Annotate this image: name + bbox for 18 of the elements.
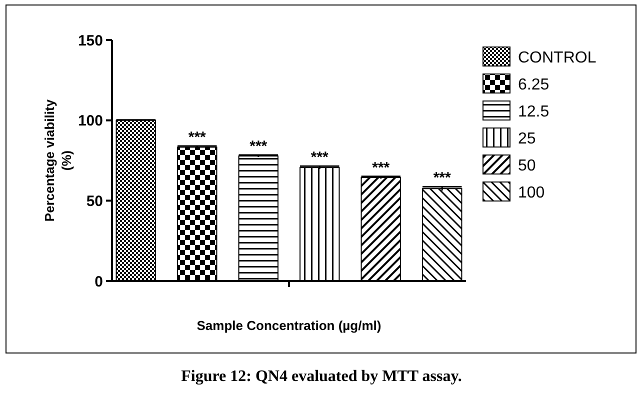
legend-label: 50 (518, 158, 536, 175)
legend-label: 100 (518, 184, 545, 202)
y-axis-title: Percentage viability (%) (42, 98, 74, 222)
data-label: *** (310, 149, 329, 166)
x-axis-title: Sample Concentration (µg/ml) (196, 318, 382, 333)
data-label: *** (250, 138, 268, 156)
legend-label: 12.5 (518, 104, 550, 121)
y-tick-label: 50 (86, 192, 103, 210)
y-tick-label: 100 (78, 112, 103, 130)
data-label: *** (188, 129, 206, 146)
data-label: *** (372, 159, 390, 176)
data-label: *** (433, 170, 452, 187)
y-tick-label: 150 (78, 32, 103, 50)
legend-label: CONTROL (518, 50, 596, 67)
caption: Figure 12: QN4 evaluated by MTT assay. (181, 368, 462, 385)
legend-label: 25 (518, 130, 536, 148)
y-tick-label: 0 (94, 273, 103, 290)
legend-label: 6.25 (518, 76, 550, 94)
